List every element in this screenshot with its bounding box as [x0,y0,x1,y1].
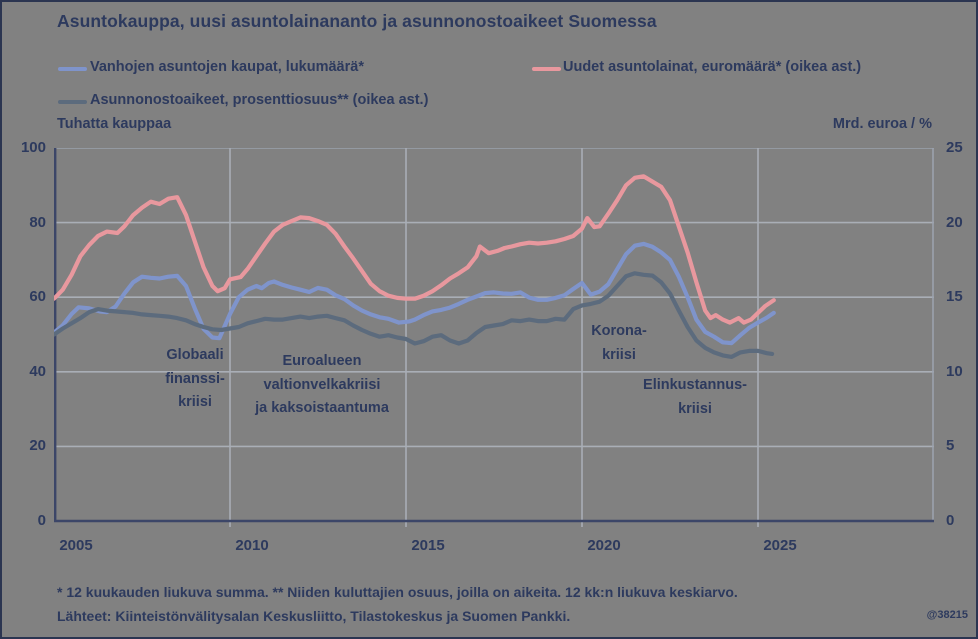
source-line: Lähteet: Kiinteistönvälitysalan Keskusli… [57,608,571,624]
annotation-line: kriisi [678,400,712,417]
left-axis-title: Tuhatta kauppaa [57,116,172,132]
annotation-line: ja kaksoistaantuma [255,400,389,416]
right-tick-20: 20 [946,213,963,231]
annotation-koronakriisi: Korona-kriisi [591,320,647,367]
left-tick-80: 80 [29,213,46,231]
legend-label-asunnonostoaikeet: Asunnonostoaikeet, prosenttiosuus** (oik… [90,92,429,108]
annotation-elinkustannuskriisi: Elinkustannus-kriisi [643,374,747,421]
annotation-globaali-finanssikriisi: Globaali finanssi-kriisi [165,344,225,415]
right-tick-25: 25 [946,139,963,156]
chart-title: Asuntokauppa, uusi asuntolainananto ja a… [57,11,657,31]
annotation-line: valtionvelkakriisi [263,376,381,393]
annotation-line: Elinkustannus- [643,377,747,393]
annotation-euroalueen-velkakriisi: Euroalueen valtionvelkakriisi ja kaksoista… [255,350,389,421]
annotation-line: finanssi- [165,370,225,387]
left-tick-40: 40 [29,362,46,380]
annotation-line: Globaali [166,347,224,363]
line-chart [51,147,934,527]
annotation-line: kriisi [602,346,636,363]
legend-label-vanhojen-asuntojen-kaupat: Vanhojen asuntojen kaupat, lukumäärä* [90,59,364,75]
x-tick-2020: 2020 [587,537,621,554]
x-tick-2010: 2010 [235,537,269,554]
annotation-line: kriisi [178,394,212,410]
right-axis-title: Mrd. euroa / % [832,116,932,132]
footnote: * 12 kuukauden liukuva summa. ** Niiden … [57,584,738,600]
series-line-uudet-asuntolainat [51,174,776,325]
legend-swatch-dark-line [58,100,87,104]
annotation-line: Korona- [591,323,647,339]
x-tick-2015: 2015 [411,537,445,554]
legend-swatch-blue-line [58,67,87,71]
plot-area [51,147,935,530]
series-line-vanhojen-asuntojen-kaupat [51,241,776,346]
left-tick-100: 100 [20,139,46,156]
x-tick-2025: 2025 [763,537,797,554]
annotation-line: Euroalueen [282,353,362,369]
right-tick-0: 0 [946,512,955,529]
right-tick-15: 15 [946,288,963,306]
x-tick-2005: 2005 [59,537,93,554]
left-tick-0: 0 [37,512,46,529]
right-tick-5: 5 [946,437,955,455]
left-tick-60: 60 [29,288,46,306]
legend-swatch-pink-line [532,67,561,71]
chart-id: @38215 [926,609,968,621]
right-tick-10: 10 [946,362,963,380]
series-line-asunnonostoaikeet [51,271,775,359]
legend-label-uudet-asuntolainat: Uudet asuntolainat, euromäärä* (oikea as… [563,59,862,75]
left-tick-20: 20 [29,437,46,455]
